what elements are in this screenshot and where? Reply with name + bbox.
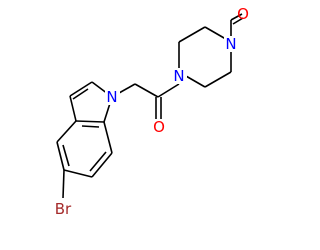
atom-label: O xyxy=(237,5,249,23)
atom-label: O xyxy=(153,118,165,136)
bonds xyxy=(56,13,244,199)
molecule-diagram: N O N N O Br xyxy=(50,5,249,218)
atom-labels: N O N N O Br xyxy=(50,5,249,218)
atom-label: Br xyxy=(55,200,72,218)
atom-label: N xyxy=(106,88,117,106)
atom-label: N xyxy=(225,35,236,53)
atom-label: N xyxy=(173,67,184,85)
